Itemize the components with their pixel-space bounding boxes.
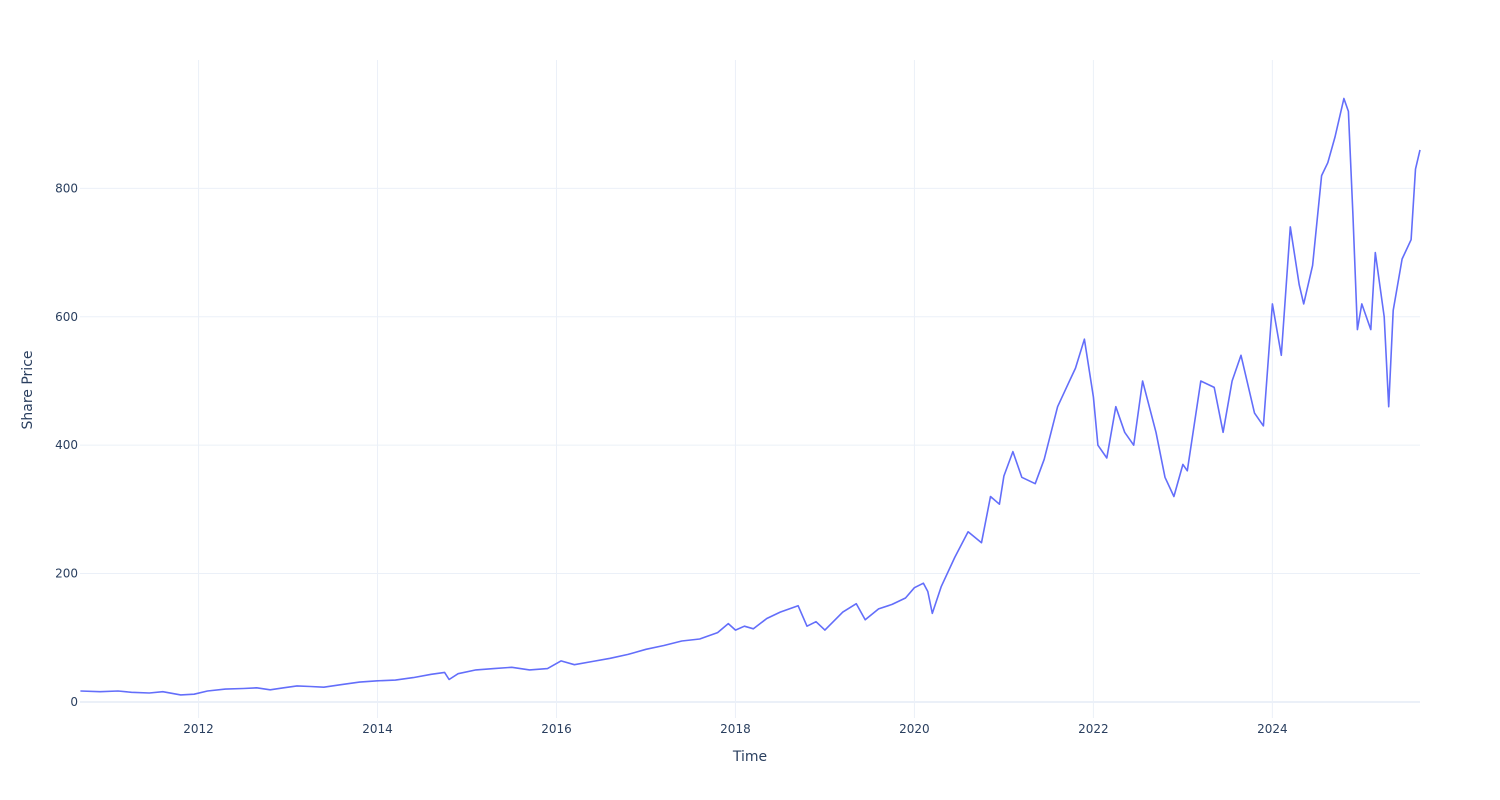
x-tick-label-2014: 2014 bbox=[362, 722, 393, 736]
x-tick-label-2012: 2012 bbox=[183, 722, 214, 736]
x-tick-label-2016: 2016 bbox=[541, 722, 572, 736]
x-axis-ticks: 2012 2014 2016 2018 2020 2022 2024 bbox=[183, 722, 1287, 736]
x-tick-label-2024: 2024 bbox=[1257, 722, 1288, 736]
y-tick-label-0: 0 bbox=[70, 695, 78, 709]
gridlines bbox=[80, 60, 1420, 718]
x-tick-label-2022: 2022 bbox=[1078, 722, 1109, 736]
y-axis-ticks: 0 200 400 600 800 bbox=[55, 181, 78, 709]
y-tick-label-800: 800 bbox=[55, 181, 78, 195]
x-tick-label-2020: 2020 bbox=[899, 722, 930, 736]
y-tick-label-400: 400 bbox=[55, 438, 78, 452]
x-tick-label-2018: 2018 bbox=[720, 722, 751, 736]
y-tick-label-600: 600 bbox=[55, 310, 78, 324]
series-line-0 bbox=[80, 97, 1421, 696]
x-axis-title: Time bbox=[732, 749, 767, 765]
y-tick-label-200: 200 bbox=[55, 567, 78, 581]
y-axis-title: Share Price bbox=[20, 350, 36, 429]
series-layer bbox=[80, 97, 1421, 696]
